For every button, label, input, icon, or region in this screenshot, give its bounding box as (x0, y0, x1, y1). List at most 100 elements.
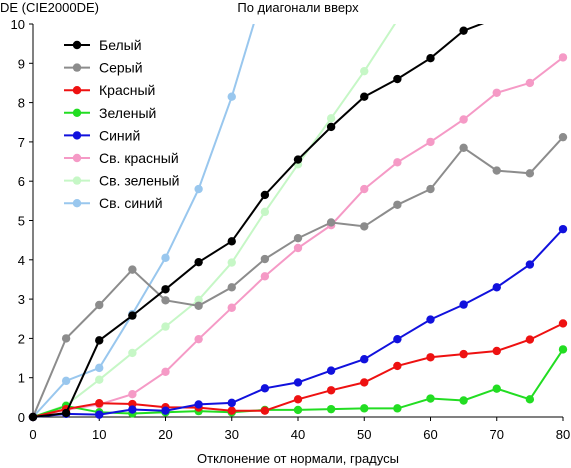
data-point (492, 88, 501, 97)
data-point (426, 137, 435, 147)
y-tick-label: 5 (18, 214, 25, 229)
legend-entry: Св. красный (64, 150, 179, 166)
data-point (128, 348, 137, 358)
legend-label: Св. зеленый (99, 173, 179, 189)
data-point (326, 404, 336, 414)
x-tick-label: 50 (357, 427, 371, 442)
data-point (459, 396, 468, 405)
y-tick-label: 8 (18, 96, 25, 111)
legend-entry: Зеленый (64, 105, 156, 121)
y-tick-label: 1 (18, 371, 25, 386)
legend-marker (72, 199, 82, 208)
data-point (95, 336, 104, 345)
x-tick-label: 0 (29, 427, 36, 442)
data-point (227, 237, 236, 246)
data-point (194, 301, 203, 310)
data-point (426, 53, 435, 63)
legend-entry: Св. синий (64, 195, 163, 211)
data-point (194, 334, 203, 344)
data-point (227, 398, 236, 408)
data-point (161, 322, 170, 331)
legend-marker (72, 86, 82, 95)
chart-title: По диагонали вверх (237, 0, 359, 15)
legend-label: Синий (99, 127, 140, 143)
data-point (360, 355, 369, 364)
series-line (32, 24, 485, 418)
data-point (161, 253, 170, 263)
x-tick-label: 70 (490, 427, 504, 442)
y-tick-label: 3 (18, 292, 25, 307)
data-point (525, 335, 535, 344)
series-line (32, 24, 255, 418)
x-tick-label: 10 (92, 427, 106, 442)
data-point (194, 295, 203, 305)
data-point (360, 404, 369, 413)
data-point (95, 410, 104, 419)
series-line (32, 228, 564, 418)
data-point (558, 53, 568, 62)
data-point (61, 376, 71, 386)
data-point (558, 319, 568, 328)
x-tick-label: 60 (423, 427, 437, 442)
data-point (128, 390, 137, 399)
legend-label: Красный (99, 82, 155, 98)
data-point (558, 224, 568, 234)
y-tick-label: 9 (18, 56, 25, 71)
legend-label: Серый (99, 60, 143, 76)
y-tick-label: 2 (18, 331, 25, 346)
data-point (161, 285, 170, 294)
data-point (360, 66, 369, 76)
data-point (95, 399, 104, 408)
data-point (525, 395, 535, 404)
x-tick-label: 80 (556, 427, 570, 442)
x-tick-label: 20 (158, 427, 172, 442)
y-tick-label: 7 (18, 135, 25, 150)
data-point (161, 296, 170, 305)
series-line (32, 24, 397, 418)
data-point (128, 311, 137, 320)
data-point (459, 300, 468, 309)
data-point (393, 361, 402, 371)
data-point (360, 184, 369, 194)
data-point (393, 74, 402, 84)
legend-marker (72, 40, 82, 50)
legend-label: Зеленый (99, 105, 156, 121)
data-point (293, 233, 303, 243)
data-point (326, 122, 336, 132)
legend-marker (72, 153, 82, 163)
data-point (360, 222, 369, 231)
x-tick-label: 30 (225, 427, 239, 442)
data-point (426, 353, 435, 362)
data-point (525, 169, 535, 178)
data-point (260, 272, 270, 281)
data-point (293, 243, 303, 253)
x-axis-label: Отклонение от нормали, градусы (197, 451, 399, 466)
data-point (393, 200, 402, 209)
legend-label: Белый (99, 37, 142, 53)
data-point (194, 257, 203, 267)
data-point (293, 405, 303, 415)
data-point (393, 158, 402, 167)
data-point (326, 386, 336, 395)
data-point (293, 155, 303, 164)
data-point (459, 349, 468, 359)
y-tick-label: 0 (18, 410, 25, 425)
legend-entry: Св. зеленый (64, 173, 179, 189)
data-point (558, 132, 568, 142)
data-point (360, 378, 369, 387)
data-point (326, 218, 336, 227)
y-tick-label: 6 (18, 174, 25, 189)
axes: 0 1 2 3 4 5 6 7 8 9 10 0 10 20 30 40 50 60 70 80 (11, 17, 571, 442)
data-point (227, 406, 236, 415)
data-point (326, 114, 336, 123)
data-point (227, 283, 236, 292)
data-point (28, 412, 38, 422)
legend-marker (72, 63, 82, 72)
data-point (260, 207, 270, 217)
data-point (492, 384, 501, 393)
series-2 (28, 132, 568, 422)
legend-entry: Белый (64, 37, 142, 53)
y-axis-label: DE (CIE2000DE) (0, 0, 99, 15)
y-tick-label: 10 (11, 17, 25, 32)
